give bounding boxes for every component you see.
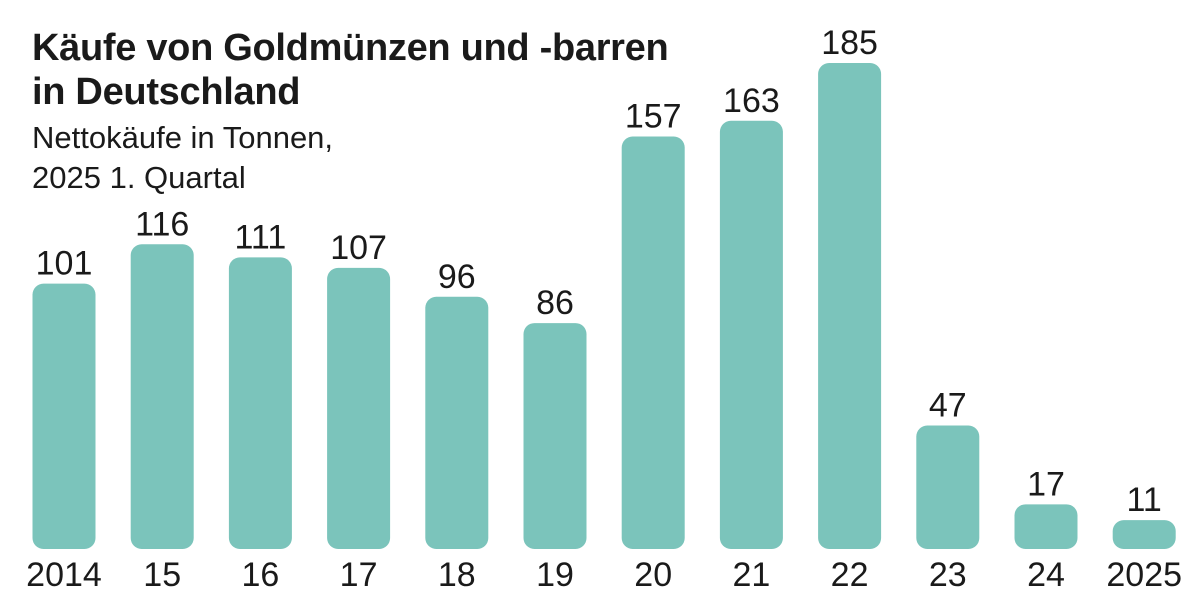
bar-22 — [818, 63, 882, 549]
x-tick-label: 21 — [732, 556, 770, 594]
x-tick-label: 19 — [536, 556, 574, 594]
bar-24 — [1014, 504, 1078, 549]
x-tick-label: 16 — [241, 556, 279, 594]
bar-23 — [916, 425, 980, 549]
value-label: 185 — [821, 24, 878, 62]
x-tick-label: 2014 — [26, 556, 102, 594]
bar-2014 — [32, 283, 96, 549]
value-label: 101 — [36, 245, 93, 283]
value-label: 47 — [929, 387, 967, 425]
x-tick-label: 18 — [438, 556, 476, 594]
bar-20 — [621, 136, 685, 549]
value-label: 17 — [1027, 465, 1065, 503]
bar-15 — [130, 244, 194, 549]
x-tick-label: 24 — [1027, 556, 1065, 594]
value-label: 116 — [135, 205, 189, 243]
subtitle-line-2: 2025 1. Quartal — [32, 160, 246, 195]
chart-title: Käufe von Goldmünzen und -barren in Deut… — [32, 27, 669, 113]
x-tick-label: 15 — [143, 556, 181, 594]
bar-21 — [719, 120, 783, 550]
value-label: 86 — [536, 284, 574, 322]
x-tick-label: 22 — [831, 556, 869, 594]
bar-18 — [425, 296, 489, 549]
value-label: 111 — [235, 218, 287, 256]
bar-16 — [228, 257, 292, 549]
chart-subtitle: Nettokäufe in Tonnen, 2025 1. Quartal — [32, 118, 532, 198]
value-label: 107 — [330, 229, 387, 267]
x-tick-label: 2025 — [1106, 556, 1182, 594]
x-tick-label: 20 — [634, 556, 672, 594]
bar-19 — [523, 323, 587, 549]
x-tick-label: 23 — [929, 556, 967, 594]
subtitle-line-1: Nettokäufe in Tonnen, — [32, 120, 334, 155]
value-label: 11 — [1127, 481, 1162, 519]
bar-2025 — [1112, 520, 1176, 549]
x-tick-label: 17 — [340, 556, 378, 594]
value-label: 157 — [625, 98, 682, 136]
bar-17 — [327, 267, 391, 549]
value-label: 96 — [438, 258, 476, 296]
value-label: 163 — [723, 82, 780, 120]
